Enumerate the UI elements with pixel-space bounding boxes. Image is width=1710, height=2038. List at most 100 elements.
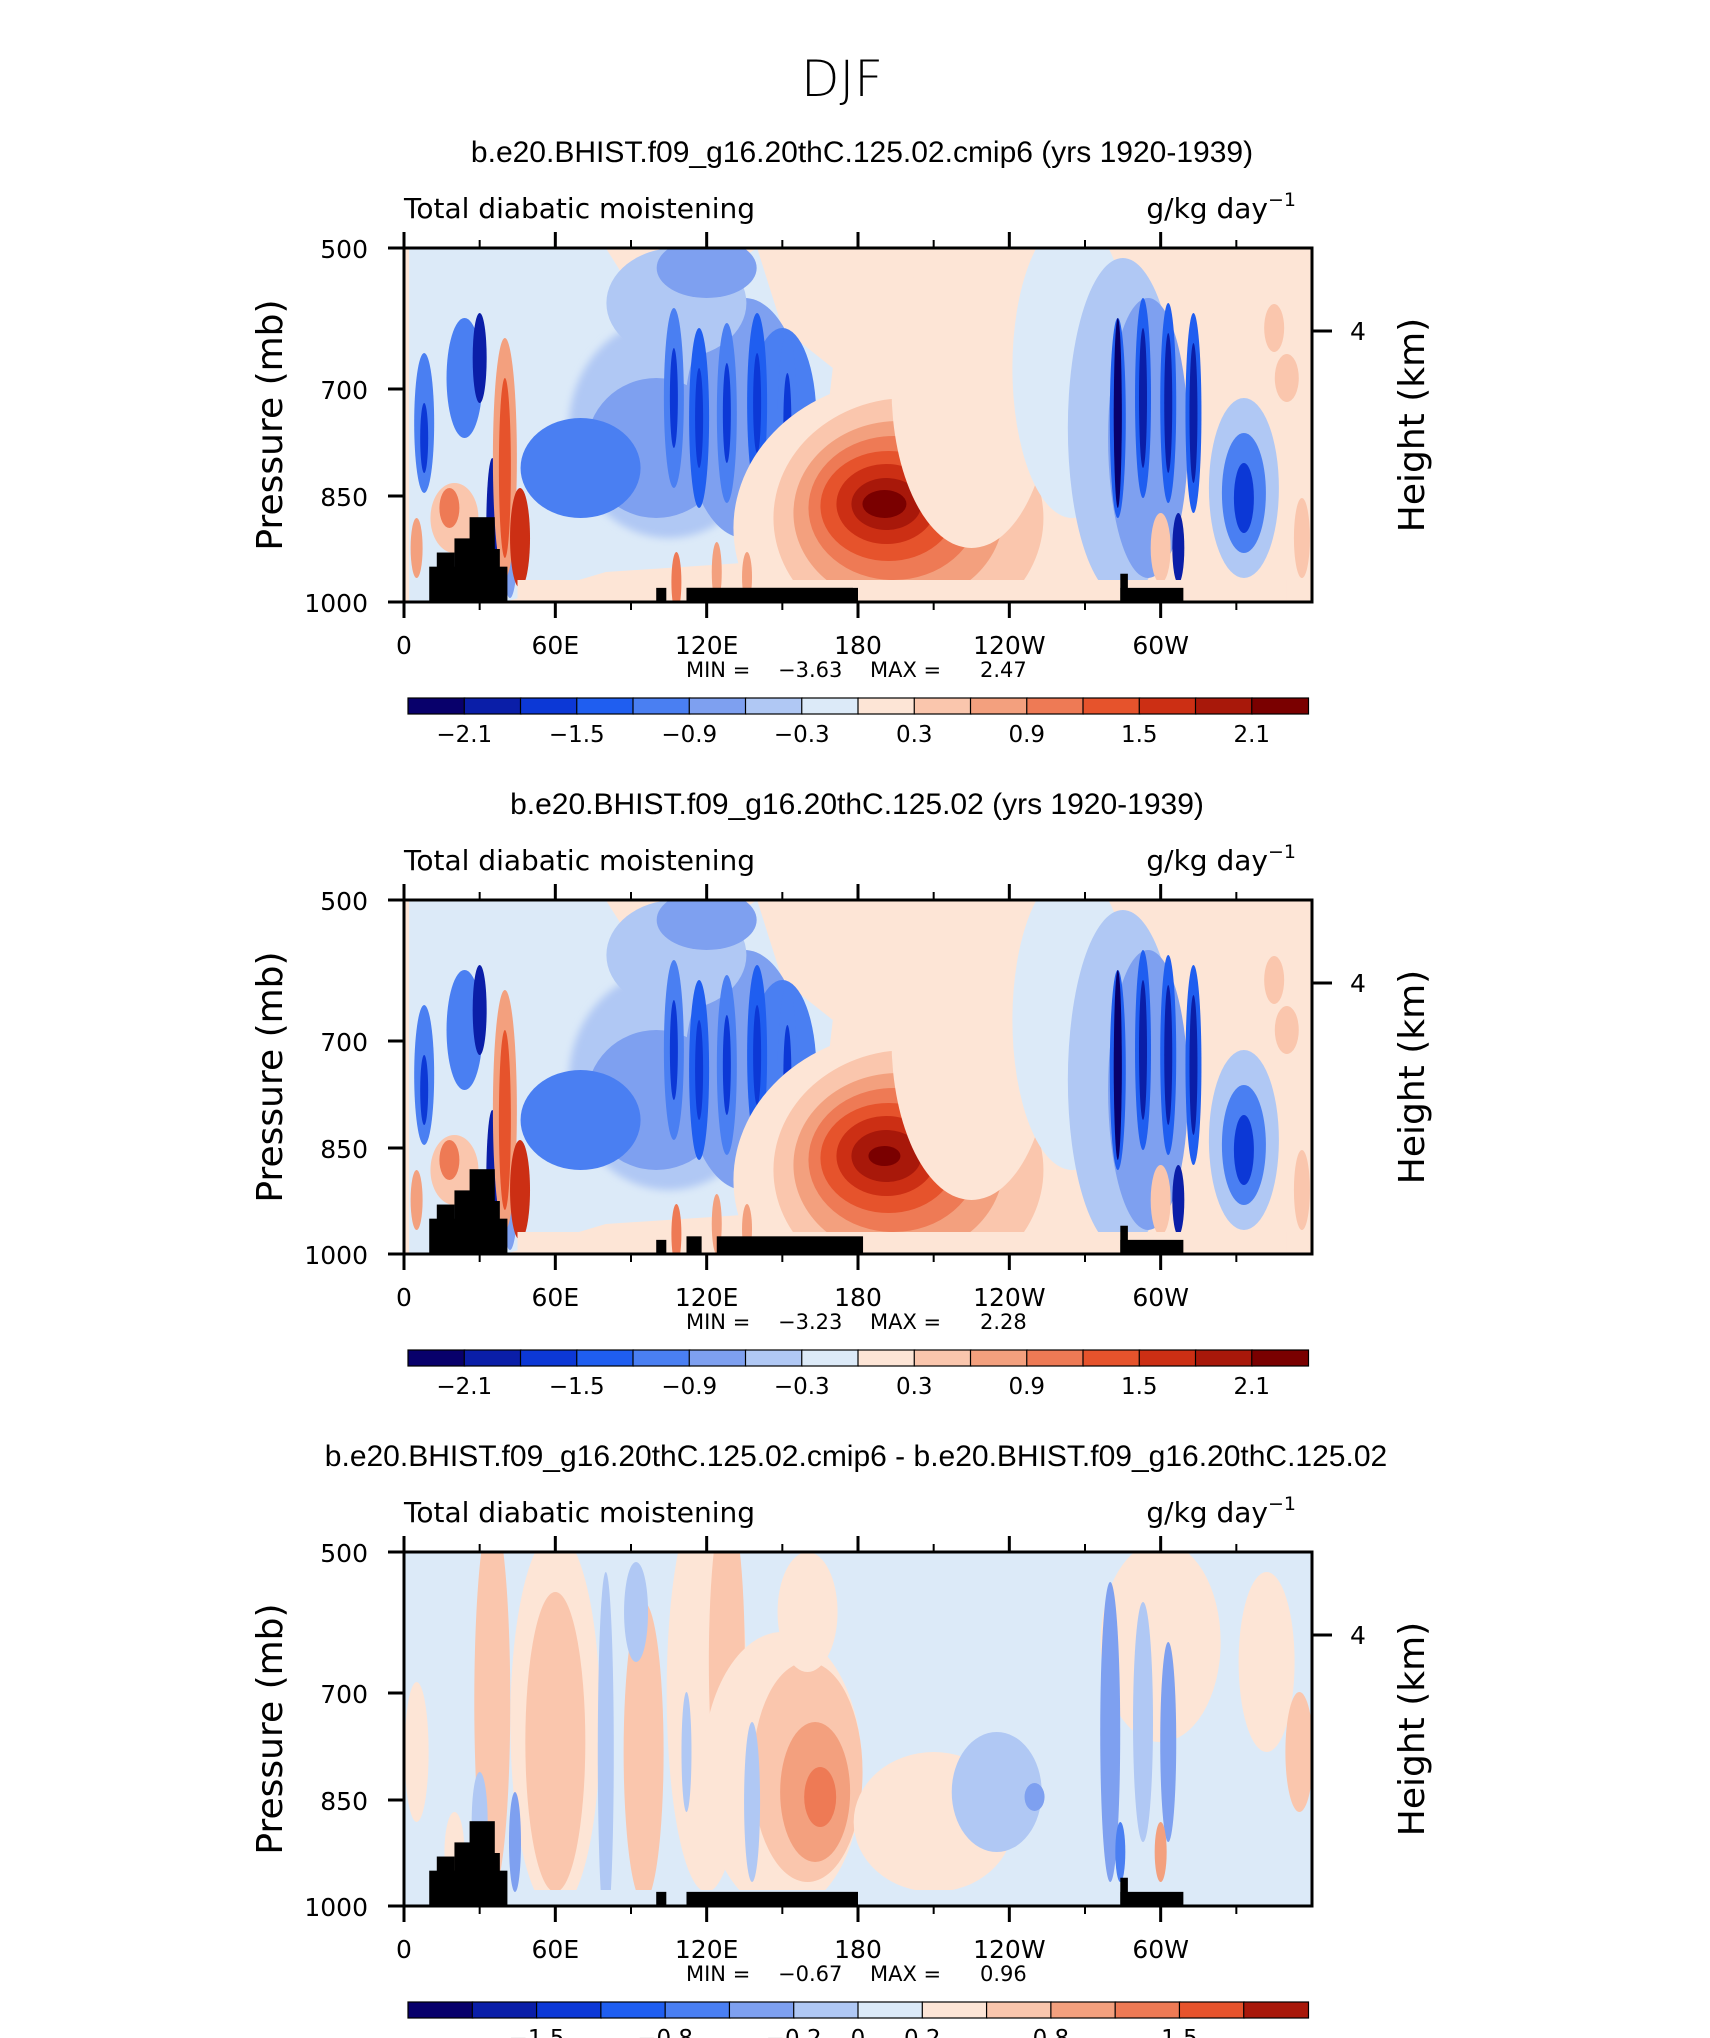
panel-1-right-axis: 4 Height (km) [1312,317,1433,532]
panel-2-max-label: MAX = [870,1310,941,1334]
panel-3-y-axis-title: Pressure (mb) [250,1603,291,1854]
panel-3-units-exp: −1 [1268,1493,1296,1515]
panel-2-variable-label: Total diabatic moistening [403,844,755,877]
contour-region [1238,1572,1295,1752]
colorbar-swatch [857,697,916,715]
colorbar-swatch [921,2001,988,2019]
contour-region [498,378,511,558]
colorbar-swatch [407,1349,466,1367]
panel-3-field [404,1552,1312,1906]
panel-1-y-axis: 500 700 850 1000 Pressure (mb) [250,235,404,618]
contour-region [669,348,678,448]
contour-region [439,488,460,528]
colorbar-swatch [1194,697,1253,715]
colorbar-swatch [744,1349,803,1367]
colorbar-swatch [1138,1349,1197,1367]
colorbar-tick-label: 0 [851,2026,866,2038]
panel-3-minmax: MIN = −0.67 MAX = 0.96 [686,1962,1027,1986]
colorbar-tick-label: 0.2 [904,2026,941,2038]
panel-2: b.e20.BHIST.f09_g16.20thC.125.02 (yrs 19… [250,788,1433,1400]
contour-region [1133,1602,1154,1842]
colorbar-swatch [664,2001,731,2019]
contour-region [1113,970,1122,1160]
panel-2-right-axis: 4 Height (km) [1312,969,1433,1184]
topography-mask [656,1891,667,1906]
topography-mask [436,1204,455,1254]
contour-region [722,1015,731,1115]
panel-3-right-axis: 4 Height (km) [1312,1621,1433,1836]
contour-region [410,518,423,578]
contour-region [1293,1150,1310,1230]
contour-region [510,488,531,588]
panel-1-units-base: g/kg day [1146,192,1268,225]
panel-1-ytick-label-500: 500 [320,235,368,264]
panel-2-title: b.e20.BHIST.f09_g16.20thC.125.02 (yrs 19… [510,788,1204,821]
contour-region [1172,513,1185,583]
contour-region [624,1562,649,1662]
contour-region [695,1020,704,1120]
panel-3-x-ticks: 0 60E 120E 180 120W 60W [396,1536,1238,1964]
panel-2-x-ticks: 0 60E 120E 180 120W 60W [396,884,1238,1312]
colorbar-swatch [1082,697,1141,715]
panel-1-title: b.e20.BHIST.f09_g16.20thC.125.02.cmip6 (… [471,136,1253,169]
colorbar-swatch [463,1349,522,1367]
colorbar-swatch [600,2001,667,2019]
panel-3-title: b.e20.BHIST.f09_g16.20thC.125.02.cmip6 -… [325,1440,1387,1473]
colorbar-tick-label: −2.1 [436,722,492,748]
panel-2-field [404,900,1312,1254]
colorbar-tick-label: −1.5 [509,2026,565,2038]
panel-1-right-axis-title: Height (km) [1392,318,1433,532]
contour-region [753,1005,762,1105]
contour-region [1100,1582,1121,1882]
contour-region [525,1592,586,1892]
panel-3-units: g/kg day−1 [1146,1493,1296,1529]
panel-1-units: g/kg day−1 [1146,189,1296,225]
colorbar-swatch [463,697,522,715]
panel-3-max-label: MAX = [870,1962,941,1986]
xtick-label: 120W [973,1283,1045,1312]
panel-1-colorbar: −2.1 −1.5 −0.9 −0.3 0.3 0.9 1.5 2.1 [407,697,1310,748]
panel-2-max-value: 2.28 [980,1310,1027,1334]
figure-title: DJF [801,50,883,108]
colorbar-tick-label: −0.9 [661,722,717,748]
topography-mask [436,1856,455,1906]
colorbar-swatch [969,697,1028,715]
colorbar-tick-label: 0.9 [1008,722,1045,748]
colorbar-swatch [969,1349,1028,1367]
panel-2-ytick-label-1000: 1000 [304,1241,368,1270]
colorbar-swatch [471,2001,538,2019]
panel-3-colorbar: −1.5 −0.8 −0.2 0 0.2 0.8 1.5 [407,2001,1310,2038]
panel-1-land [429,517,1184,602]
contour-region [420,403,429,473]
contour-region [669,1000,678,1100]
contour-region [1285,1692,1312,1812]
colorbar-tick-label: 0.3 [896,722,933,748]
colorbar-tick-label: −0.9 [661,1374,717,1400]
panel-3-units-base: g/kg day [1146,1496,1268,1529]
colorbar-tick-label: 1.5 [1121,722,1158,748]
xtick-label: 120E [675,631,739,660]
contour-region [1024,1783,1045,1811]
colorbar-tick-label: 1.5 [1121,1374,1158,1400]
contour-region [656,900,757,950]
panel-1-ytick-label-1000: 1000 [304,589,368,618]
contour-region [891,900,1052,1200]
colorbar-swatch [728,2001,795,2019]
panel-1-max-label: MAX = [870,658,941,682]
contour-region [472,965,487,1055]
xtick-label: 180 [834,1935,882,1964]
contour-region [868,1146,901,1166]
contour-region [1139,328,1148,468]
contour-region [1293,498,1310,578]
panel-1-max-value: 2.47 [980,658,1027,682]
colorbar-swatch [1082,1349,1141,1367]
panel-2-ytick-label-500: 500 [320,887,368,916]
colorbar-swatch [1251,697,1310,715]
panel-3-ytick-label-500: 500 [320,1539,368,1568]
contour-region [722,363,731,463]
panel-1-variable-label: Total diabatic moistening [403,192,755,225]
colorbar-tick-label: 2.1 [1233,722,1270,748]
xtick-label: 120E [675,1283,739,1312]
contour-region [711,542,722,602]
